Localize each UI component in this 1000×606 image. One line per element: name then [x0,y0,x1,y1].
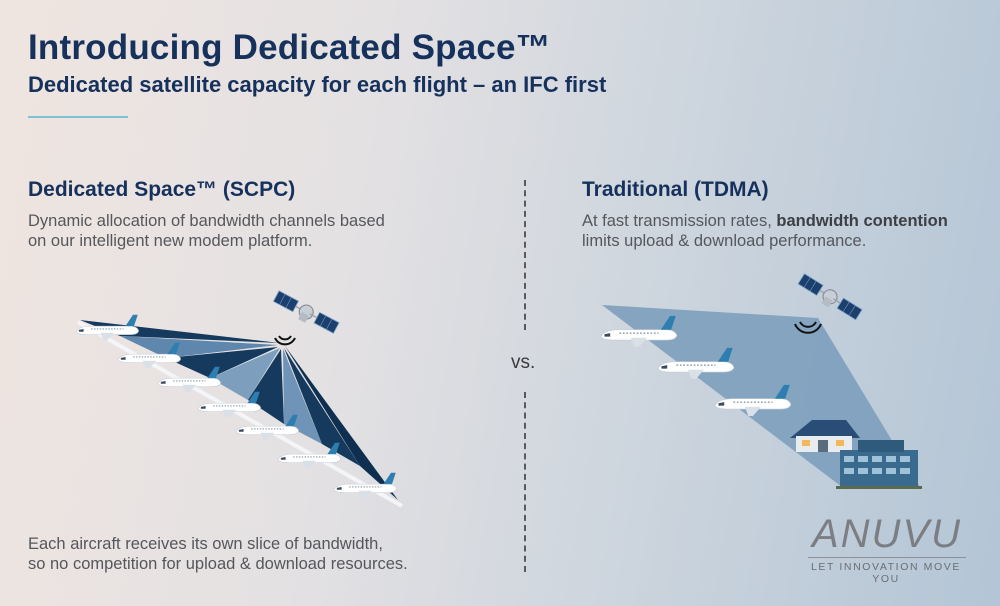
office-building-icon [836,440,922,489]
dashed-divider-bottom [524,392,526,572]
tdma-heading: Traditional (TDMA) [582,178,769,201]
scpc-footer-line2: so no competition for upload & download … [28,555,408,573]
scpc-beam-8 [285,346,398,500]
brand-logo: ANUVU [811,512,963,556]
scpc-beam-2 [120,336,278,358]
dashed-divider-top [524,180,526,330]
scpc-heading: Dedicated Space™ (SCPC) [28,178,296,201]
scpc-beam-4 [210,348,280,400]
title-accent-rule [28,116,128,118]
scpc-description: Dynamic allocation of bandwidth channels… [28,211,478,251]
tdma-satellite-icon [795,272,864,324]
scpc-signal-icon [274,335,296,346]
scpc-illustration [75,289,403,508]
house-icon [790,420,860,452]
scpc-aircraft-1 [75,314,140,341]
vs-label: vs. [511,352,536,373]
brand-tagline: LET INNOVATION MOVE YOU [810,561,961,585]
tdma-description: At fast transmission rates, bandwidth co… [582,211,992,251]
scpc-beam-3 [166,347,278,378]
scpc-beam-7 [284,348,360,466]
scpc-satellite-icon [270,289,341,338]
scpc-footer-note: Each aircraft receives its own slice of … [28,534,488,574]
tdma-description-line2: limits upload & download performance. [582,232,867,250]
page-title: Introducing Dedicated Space™ [28,28,551,67]
page-subtitle: Dedicated satellite capacity for each fl… [28,72,607,97]
scpc-footer-line1: Each aircraft receives its own slice of … [28,535,383,553]
tdma-signal-icon [794,321,822,334]
scpc-flight-path [77,320,403,508]
scpc-description-line2: on our intelligent new modem platform. [28,232,313,250]
tdma-description-pre: At fast transmission rates, [582,212,777,230]
scpc-aircraft-7 [333,472,398,499]
scpc-description-line1: Dynamic allocation of bandwidth channels… [28,212,385,230]
tdma-description-bold: bandwidth contention [776,212,948,230]
tdma-illustration [600,272,922,489]
brand-logo-rule [808,557,966,558]
